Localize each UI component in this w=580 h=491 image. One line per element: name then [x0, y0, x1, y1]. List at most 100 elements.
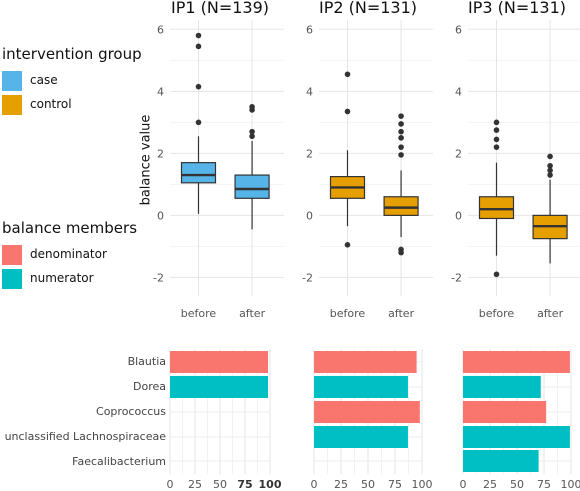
y-tick-label: 2	[455, 147, 462, 160]
x-tick-label: 100	[412, 478, 433, 491]
taxon-label: unclassified Lachnospiraceae	[4, 430, 166, 443]
outlier-point	[493, 127, 500, 133]
legend-swatch-denominator	[2, 245, 22, 265]
legend-label: numerator	[30, 271, 94, 285]
x-tick-label: 50	[510, 478, 524, 491]
bar-numerator	[463, 376, 541, 398]
outlier-point	[195, 32, 202, 39]
outlier-point	[195, 43, 202, 50]
outlier-point	[547, 162, 553, 169]
legend-item-case: case	[0, 69, 142, 93]
legend-balance-members: balance members denominator numerator	[0, 219, 137, 291]
bar-numerator	[463, 450, 539, 472]
taxon-label: Dorea	[133, 380, 166, 393]
y-tick-label: 0	[157, 209, 164, 222]
x-tick-label: 50	[361, 478, 375, 491]
y-tick-label: 6	[306, 23, 313, 36]
legend-label: case	[30, 73, 58, 87]
y-tick-label: 2	[157, 147, 164, 160]
y-tick-label: 6	[455, 23, 462, 36]
outlier-point	[398, 113, 404, 119]
x-tick-label: 100	[259, 478, 282, 491]
y-tick-label: 2	[306, 147, 313, 160]
y-tick-label: -2	[451, 271, 462, 284]
bar-numerator	[463, 426, 570, 448]
box-after	[234, 174, 270, 199]
outlier-point	[493, 144, 500, 150]
outlier-point	[249, 104, 255, 110]
outlier-point	[398, 128, 404, 135]
legend-swatch-case	[2, 71, 22, 91]
outlier-point	[398, 135, 404, 141]
y-axis-label: balance value	[138, 114, 154, 206]
bar-denominator	[170, 351, 268, 373]
y-tick-label: 6	[157, 23, 164, 36]
legend-item-numerator: numerator	[0, 267, 137, 291]
bar-denominator	[463, 351, 570, 373]
outlier-point	[249, 128, 255, 135]
x-tick-label: 100	[561, 478, 580, 491]
panel-title-ip2: IP2 (N=131)	[318, 0, 418, 17]
outlier-point	[547, 153, 553, 160]
y-tick-label: 4	[306, 85, 313, 98]
outlier-point	[493, 271, 500, 278]
x-tick-label: 25	[188, 478, 202, 491]
outlier-point	[493, 119, 500, 126]
y-tick-label: 4	[455, 85, 462, 98]
x-tick-label: 0	[460, 478, 467, 491]
x-tick-label: 75	[237, 478, 252, 491]
bar-denominator	[463, 401, 547, 423]
panel-title-ip1: IP1 (N=139)	[170, 0, 270, 17]
outlier-point	[195, 119, 202, 126]
legend-intervention-group: intervention group case control	[0, 45, 142, 117]
outlier-point	[344, 108, 351, 115]
legend-item-control: control	[0, 93, 142, 117]
taxon-label: Blautia	[127, 355, 166, 368]
x-tick-label: 0	[167, 478, 174, 491]
y-tick-label: 0	[455, 209, 462, 222]
y-tick-label: 0	[306, 209, 313, 222]
legend-swatch-numerator	[2, 269, 22, 289]
x-tick-label: 25	[483, 478, 497, 491]
bar-numerator	[314, 426, 408, 448]
x-tick-label: 25	[334, 478, 348, 491]
bar-numerator	[170, 376, 268, 398]
legend-item-denominator: denominator	[0, 243, 137, 267]
outlier-point	[547, 172, 553, 178]
bar-denominator	[314, 401, 420, 423]
outlier-point	[398, 152, 404, 158]
box-after	[383, 196, 419, 216]
x-tick-label: 0	[311, 478, 318, 491]
x-tick-label: after	[537, 307, 564, 320]
x-tick-label: after	[388, 307, 415, 320]
x-tick-label: before	[479, 307, 515, 320]
x-tick-label: 75	[537, 478, 551, 491]
x-tick-label: 75	[388, 478, 402, 491]
y-tick-label: 4	[157, 85, 164, 98]
legend-label: denominator	[30, 247, 107, 261]
legend-swatch-control	[2, 95, 22, 115]
x-tick-label: before	[181, 307, 217, 320]
bar-denominator	[314, 351, 417, 373]
legend-title: intervention group	[2, 45, 142, 63]
panel-title-ip3: IP3 (N=131)	[467, 0, 567, 17]
box-before	[180, 162, 217, 184]
y-tick-label: -2	[302, 271, 313, 284]
outlier-point	[249, 133, 255, 140]
outlier-point	[547, 167, 553, 174]
y-tick-label: -2	[153, 271, 164, 284]
outlier-point	[398, 121, 404, 127]
legend-title: balance members	[2, 219, 138, 237]
outlier-point	[398, 144, 404, 150]
taxon-label: Faecalibacterium	[72, 455, 166, 468]
box-before	[478, 196, 515, 220]
taxon-label: Coprococcus	[96, 405, 166, 418]
outlier-point	[344, 242, 351, 248]
outlier-point	[344, 71, 351, 78]
x-tick-label: 50	[213, 478, 227, 491]
x-tick-label: before	[330, 307, 366, 320]
outlier-point	[398, 249, 404, 256]
x-tick-label: after	[239, 307, 266, 320]
outlier-point	[493, 136, 500, 143]
